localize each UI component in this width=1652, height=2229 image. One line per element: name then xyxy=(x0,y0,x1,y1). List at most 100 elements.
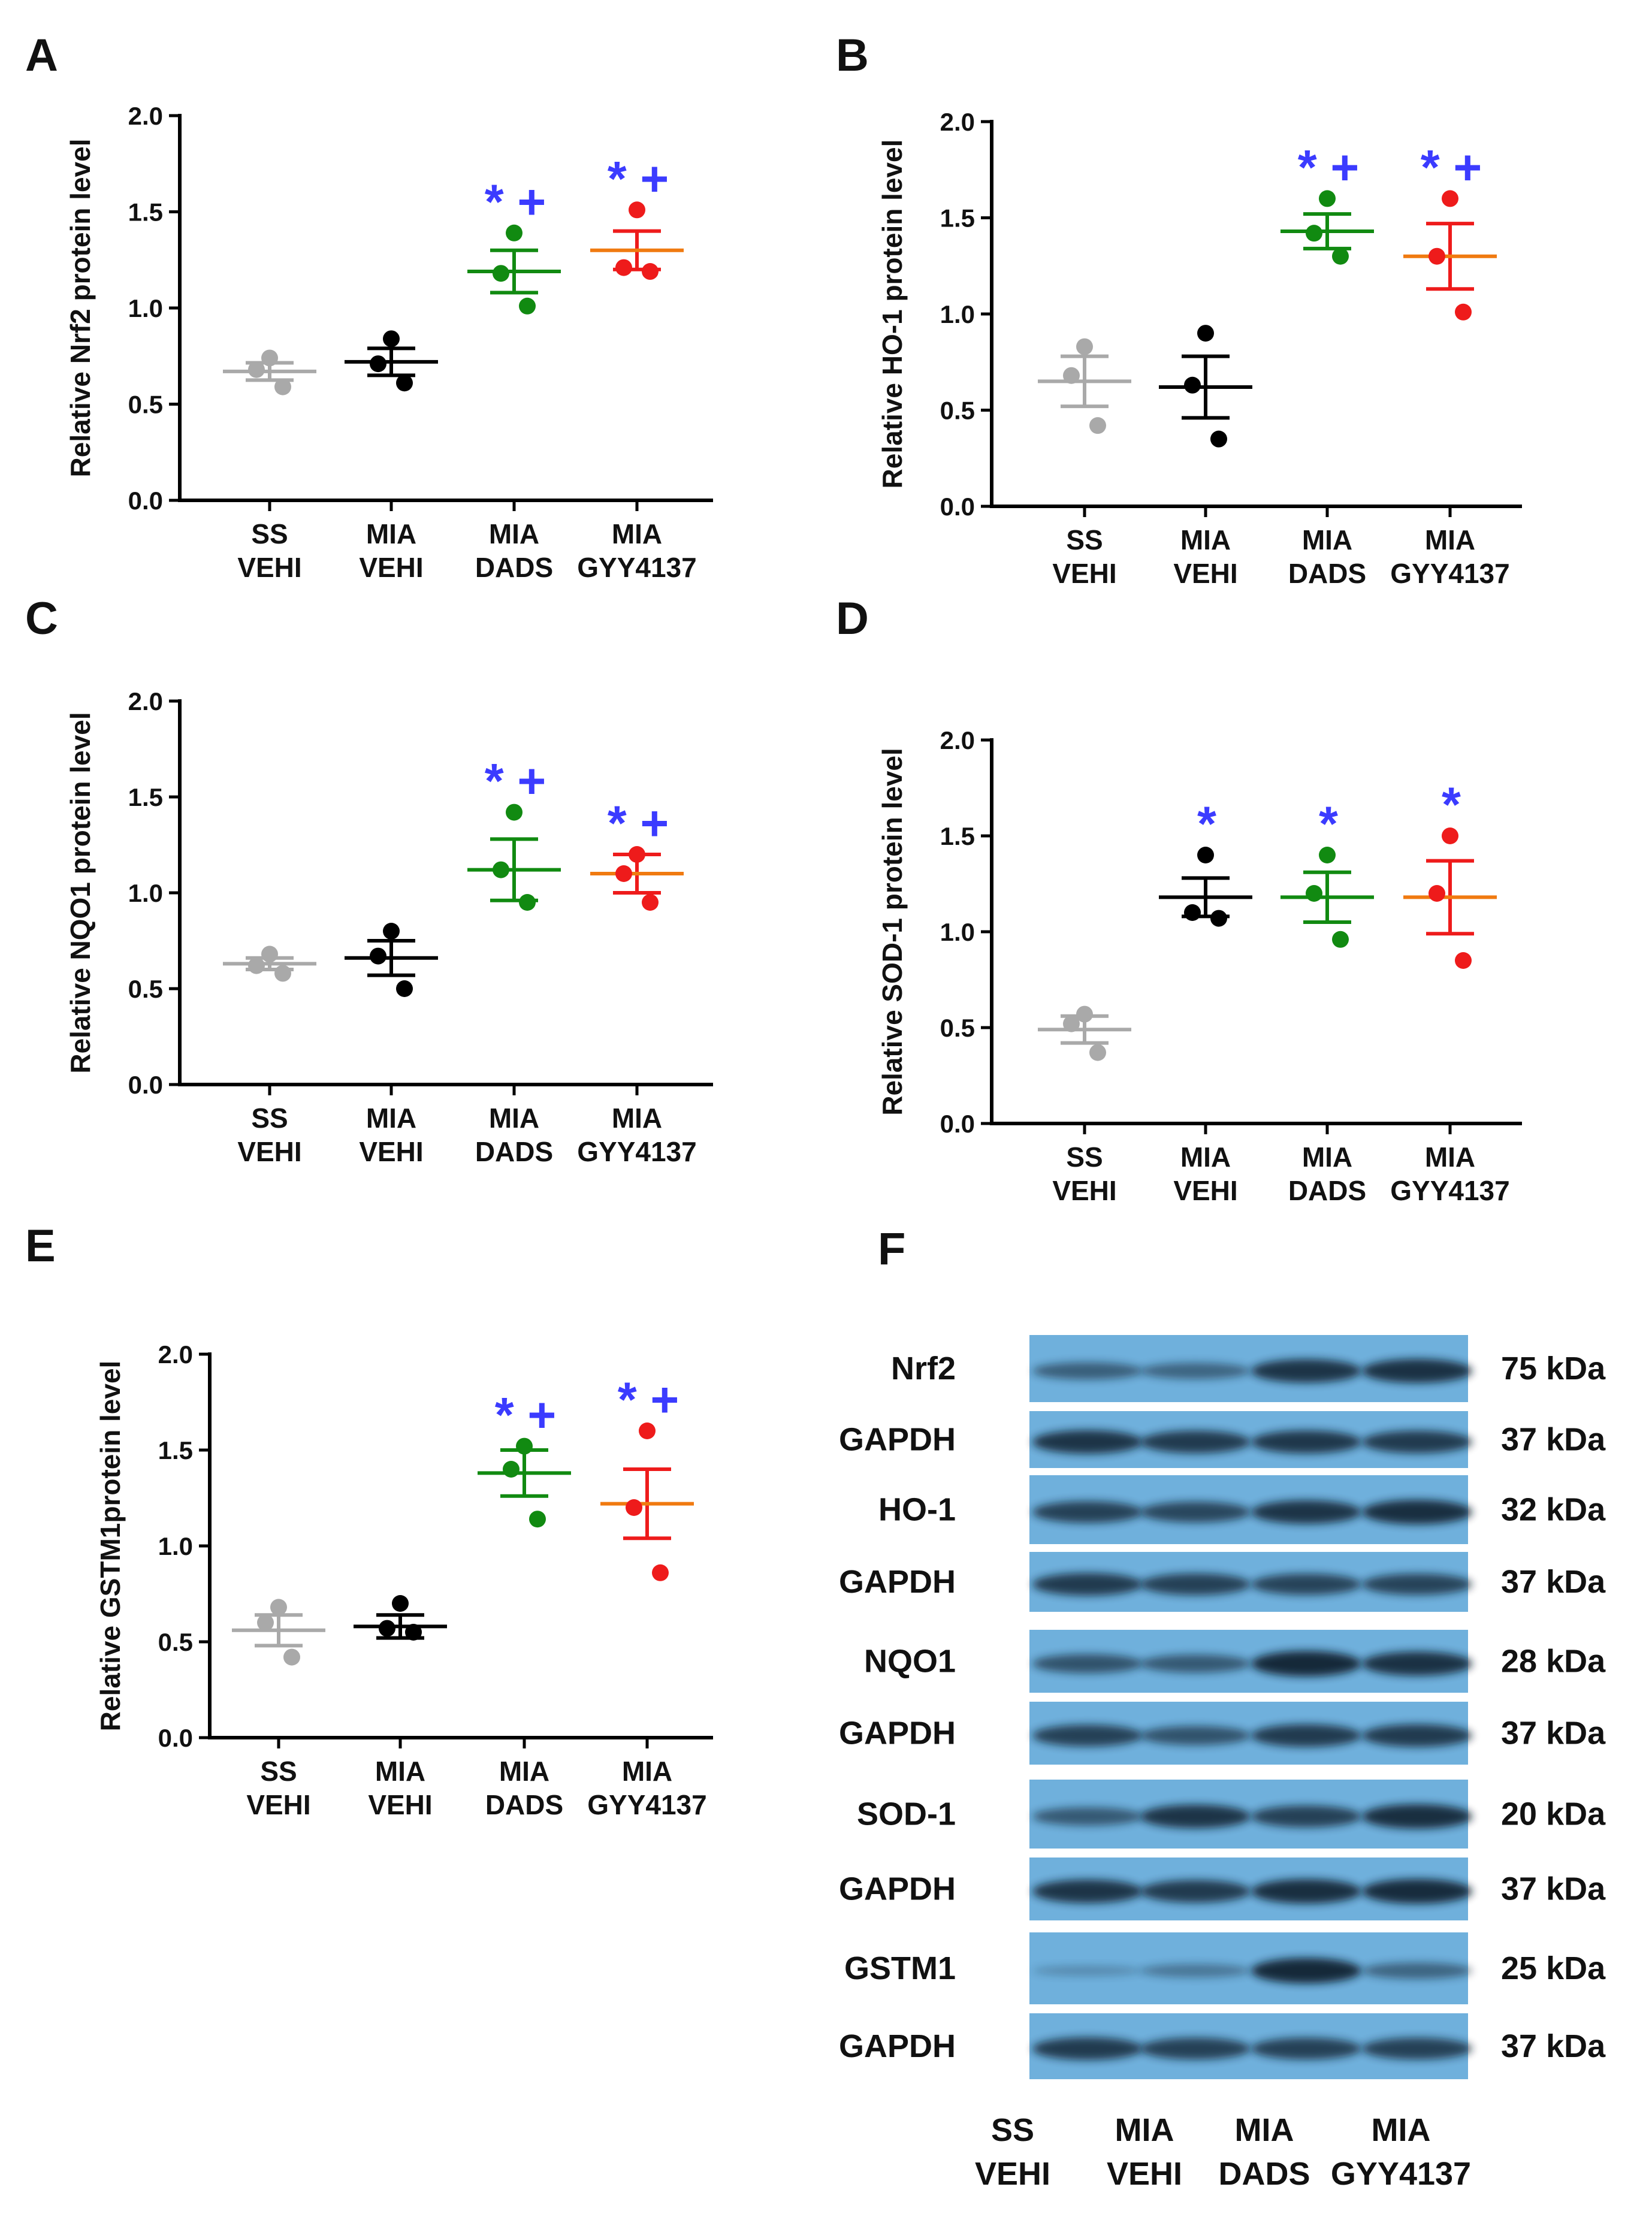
data-point xyxy=(396,374,413,392)
significance-marker: * + xyxy=(485,175,546,229)
blot-band xyxy=(1140,1804,1251,1829)
blot-band xyxy=(1362,1878,1472,1904)
data-point xyxy=(248,957,265,974)
y-axis-label: Relative Nrf2 protein level xyxy=(65,139,96,478)
data-point xyxy=(1076,1005,1093,1023)
x-tick-label-line2: DADS xyxy=(475,552,553,583)
data-point xyxy=(493,265,509,282)
blot-band xyxy=(1362,1573,1472,1595)
blot-protein-label: Nrf2 xyxy=(891,1351,956,1387)
x-tick-label-line1: MIA xyxy=(1180,524,1231,555)
data-point xyxy=(642,263,659,280)
panel-letter: D xyxy=(836,593,869,644)
y-tick-label: 1.5 xyxy=(940,822,975,850)
data-point xyxy=(396,980,413,997)
blot-band xyxy=(1140,1430,1251,1454)
y-tick-label: 2.0 xyxy=(158,1340,193,1369)
x-tick-label-line1: MIA xyxy=(612,1103,662,1134)
x-tick-label-line1: MIA xyxy=(499,1756,549,1787)
blot-band xyxy=(1032,1965,1143,1976)
blot-row-gstm1: GSTM1 25 kDa xyxy=(844,1932,1606,2004)
x-tick-label-line2: GYY4137 xyxy=(577,552,696,583)
x-tick-label-line2: VEHI xyxy=(359,1136,423,1167)
data-point xyxy=(274,378,291,395)
blot-lane-label-line2: VEHI xyxy=(1107,2156,1182,2192)
y-tick-label: 0.5 xyxy=(158,1628,193,1656)
blot-band xyxy=(1032,1430,1143,1454)
blot-kda-label: 37 kDa xyxy=(1501,1871,1606,1907)
blot-row-gapdh: GAPDH 37 kDa xyxy=(839,1411,1606,1468)
blot-band xyxy=(1251,1879,1361,1904)
y-tick-label: 0.5 xyxy=(128,975,163,1003)
blot-band xyxy=(1251,1805,1361,1828)
blot-protein-label: GAPDH xyxy=(839,2028,956,2064)
y-axis-label: Relative NQO1 protein level xyxy=(65,712,96,1073)
x-tick-label-line2: DADS xyxy=(1288,1175,1366,1206)
data-point xyxy=(1210,430,1227,448)
significance-marker: * + xyxy=(618,1373,679,1427)
y-tick-label: 0.0 xyxy=(128,1071,163,1099)
x-tick-label-line2: VEHI xyxy=(359,552,423,583)
blot-lane-label-line1: MIA xyxy=(1235,2112,1294,2148)
data-point xyxy=(1442,827,1458,844)
data-point xyxy=(1063,1015,1080,1032)
y-tick-label: 0.0 xyxy=(128,487,163,515)
blot-lane-label-line2: DADS xyxy=(1218,2156,1310,2192)
data-point xyxy=(1428,247,1445,265)
x-tick-label-line1: MIA xyxy=(1302,1141,1352,1173)
blot-band xyxy=(1032,1724,1143,1747)
x-tick-label-line2: DADS xyxy=(485,1789,563,1820)
blot-band xyxy=(1032,1654,1143,1674)
data-point xyxy=(383,330,400,348)
data-point xyxy=(652,1564,669,1581)
blot-band xyxy=(1251,1500,1361,1524)
data-point xyxy=(270,1599,287,1616)
x-tick-label-line1: MIA xyxy=(489,518,539,549)
blot-band xyxy=(1251,2037,1361,2060)
x-tick-label-line2: GYY4137 xyxy=(577,1136,696,1167)
data-point xyxy=(493,861,509,878)
blot-row-nrf2: Nrf2 75 kDa xyxy=(891,1335,1606,1402)
data-point xyxy=(639,1422,656,1439)
y-axis-label: Relative HO-1 protein level xyxy=(877,140,908,489)
chart-panel-b: B Relative HO-1 protein level 0.0 0.5 1.0 1.5… xyxy=(836,30,1522,589)
blot-band xyxy=(1362,1500,1472,1524)
blot-row-gapdh: GAPDH 37 kDa xyxy=(839,1858,1606,1920)
y-tick-label: 1.5 xyxy=(158,1436,193,1464)
blot-band xyxy=(1251,1430,1361,1454)
blot-band xyxy=(1362,1804,1472,1829)
x-tick-label-line1: MIA xyxy=(1180,1141,1231,1173)
data-point xyxy=(1332,247,1349,265)
blot-kda-label: 32 kDa xyxy=(1501,1492,1606,1528)
blot-kda-label: 75 kDa xyxy=(1501,1351,1606,1387)
blot-band xyxy=(1251,1573,1361,1595)
blot-protein-label: GAPDH xyxy=(839,1564,956,1600)
significance-marker: * + xyxy=(485,754,546,809)
blot-band xyxy=(1032,1807,1143,1826)
blot-protein-label: HO-1 xyxy=(878,1492,956,1528)
y-tick-label: 0.0 xyxy=(940,1110,975,1138)
y-tick-label: 2.0 xyxy=(940,726,975,754)
x-tick-label-line2: VEHI xyxy=(368,1789,432,1820)
blot-band xyxy=(1251,1651,1361,1677)
data-point xyxy=(1089,1044,1106,1061)
data-point xyxy=(1210,910,1227,927)
blot-kda-label: 25 kDa xyxy=(1501,1950,1606,1986)
blot-lane-label-line2: VEHI xyxy=(975,2156,1050,2192)
blot-band xyxy=(1140,1502,1251,1523)
panel-letter: F xyxy=(878,1224,905,1274)
x-tick-label-line1: SS xyxy=(1066,524,1103,555)
blot-band xyxy=(1140,1654,1251,1673)
blot-kda-label: 37 kDa xyxy=(1501,1564,1606,1600)
blot-kda-label: 37 kDa xyxy=(1501,1715,1606,1751)
x-tick-label-line2: DADS xyxy=(1288,558,1366,589)
data-point xyxy=(519,297,536,315)
blot-band xyxy=(1140,1726,1251,1745)
blot-band xyxy=(1032,1879,1143,1904)
x-tick-label-line1: SS xyxy=(251,1103,288,1134)
blot-lane-label-line1: SS xyxy=(991,2112,1034,2148)
x-tick-label-line2: VEHI xyxy=(1173,1175,1237,1206)
blot-kda-label: 37 kDa xyxy=(1501,1422,1606,1458)
blot-band xyxy=(1140,1964,1251,1978)
